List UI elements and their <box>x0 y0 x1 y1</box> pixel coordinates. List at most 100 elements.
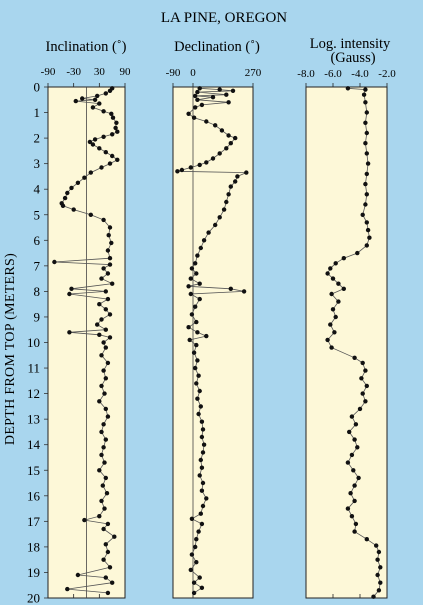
data-point <box>364 151 369 156</box>
data-point <box>360 212 365 217</box>
data-point <box>355 250 360 256</box>
data-point <box>348 491 353 496</box>
data-point <box>103 437 109 442</box>
data-point <box>210 156 216 161</box>
y-tick-label: 8 <box>34 284 41 299</box>
data-point <box>196 529 201 534</box>
data-point <box>197 473 202 478</box>
data-point <box>179 167 185 173</box>
data-point <box>105 296 111 302</box>
data-point <box>363 141 368 146</box>
data-point <box>102 391 107 396</box>
panel-frame <box>172 86 254 599</box>
data-point <box>198 511 203 516</box>
data-point <box>217 151 222 156</box>
data-point <box>99 383 104 389</box>
data-point <box>105 549 111 555</box>
data-point <box>101 217 106 223</box>
data-point <box>107 262 113 267</box>
data-point <box>230 88 236 94</box>
data-point <box>376 588 382 593</box>
data-point <box>103 376 109 381</box>
data-point <box>99 429 104 435</box>
y-tick-label: 2 <box>34 131 41 146</box>
data-point <box>97 514 102 519</box>
y-tick-label: 6 <box>34 233 41 248</box>
data-point <box>197 296 202 302</box>
data-point <box>228 184 233 189</box>
data-point <box>195 97 200 103</box>
data-point <box>196 373 201 378</box>
data-point <box>378 565 383 570</box>
data-point <box>88 212 94 217</box>
data-point <box>104 491 110 496</box>
data-point <box>189 266 195 271</box>
data-point <box>228 286 233 291</box>
data-point <box>82 517 87 523</box>
data-point <box>197 281 202 286</box>
data-point <box>328 322 333 327</box>
data-point <box>80 96 85 101</box>
data-point <box>221 207 227 212</box>
data-point <box>194 342 199 348</box>
data-point <box>206 230 211 235</box>
y-tick-label: 18 <box>27 539 40 554</box>
data-point <box>115 129 120 134</box>
data-point <box>193 261 198 266</box>
data-point <box>107 335 113 340</box>
data-point <box>103 542 109 547</box>
y-tick-label: 0 <box>34 80 41 95</box>
chart-title: LA PINE, OREGON <box>161 10 287 26</box>
data-point <box>90 105 96 110</box>
data-point <box>196 411 201 417</box>
data-point <box>90 142 96 147</box>
y-tick-label: 20 <box>27 591 40 605</box>
data-point <box>201 442 207 447</box>
data-point <box>95 93 100 99</box>
x-tick-label: -4.0 <box>351 68 369 80</box>
data-point <box>189 312 195 317</box>
data-point <box>195 253 200 258</box>
x-tick-label: 0 <box>190 67 196 79</box>
data-point <box>103 307 109 312</box>
data-point <box>195 330 200 335</box>
data-point <box>102 506 107 511</box>
data-point <box>97 468 102 473</box>
data-point <box>195 358 200 363</box>
data-point <box>99 498 104 504</box>
data-point <box>359 376 364 381</box>
data-point <box>112 534 117 539</box>
data-point <box>217 215 222 220</box>
data-point <box>95 322 100 327</box>
data-point <box>197 575 202 580</box>
y-tick-label: 1 <box>34 105 41 120</box>
data-point <box>200 450 206 455</box>
x-tick-label: -8.0 <box>297 68 315 80</box>
data-point <box>110 153 115 159</box>
data-point <box>333 261 338 266</box>
data-point <box>73 98 79 104</box>
data-point <box>110 132 115 137</box>
data-point <box>375 572 380 578</box>
data-point <box>103 289 109 294</box>
data-point <box>226 192 231 197</box>
panel-title: Declination (˚) <box>174 39 260 55</box>
y-tick-label: 19 <box>27 565 40 580</box>
data-point <box>352 355 357 360</box>
data-point <box>186 325 191 330</box>
data-point <box>92 97 98 103</box>
data-point <box>199 419 205 424</box>
data-point <box>325 337 330 343</box>
data-point <box>345 460 351 465</box>
panel-declination: Declination (˚) -90 0 270 <box>166 39 262 599</box>
data-point <box>199 434 205 440</box>
x-tick-label: -2.0 <box>378 68 396 80</box>
y-tick-label: 11 <box>27 361 40 376</box>
data-point <box>92 137 98 142</box>
panel-subtitle: (Gauss) <box>330 50 375 66</box>
data-point <box>97 302 102 307</box>
data-point <box>52 259 57 265</box>
data-point <box>107 161 113 166</box>
data-point <box>82 175 87 180</box>
